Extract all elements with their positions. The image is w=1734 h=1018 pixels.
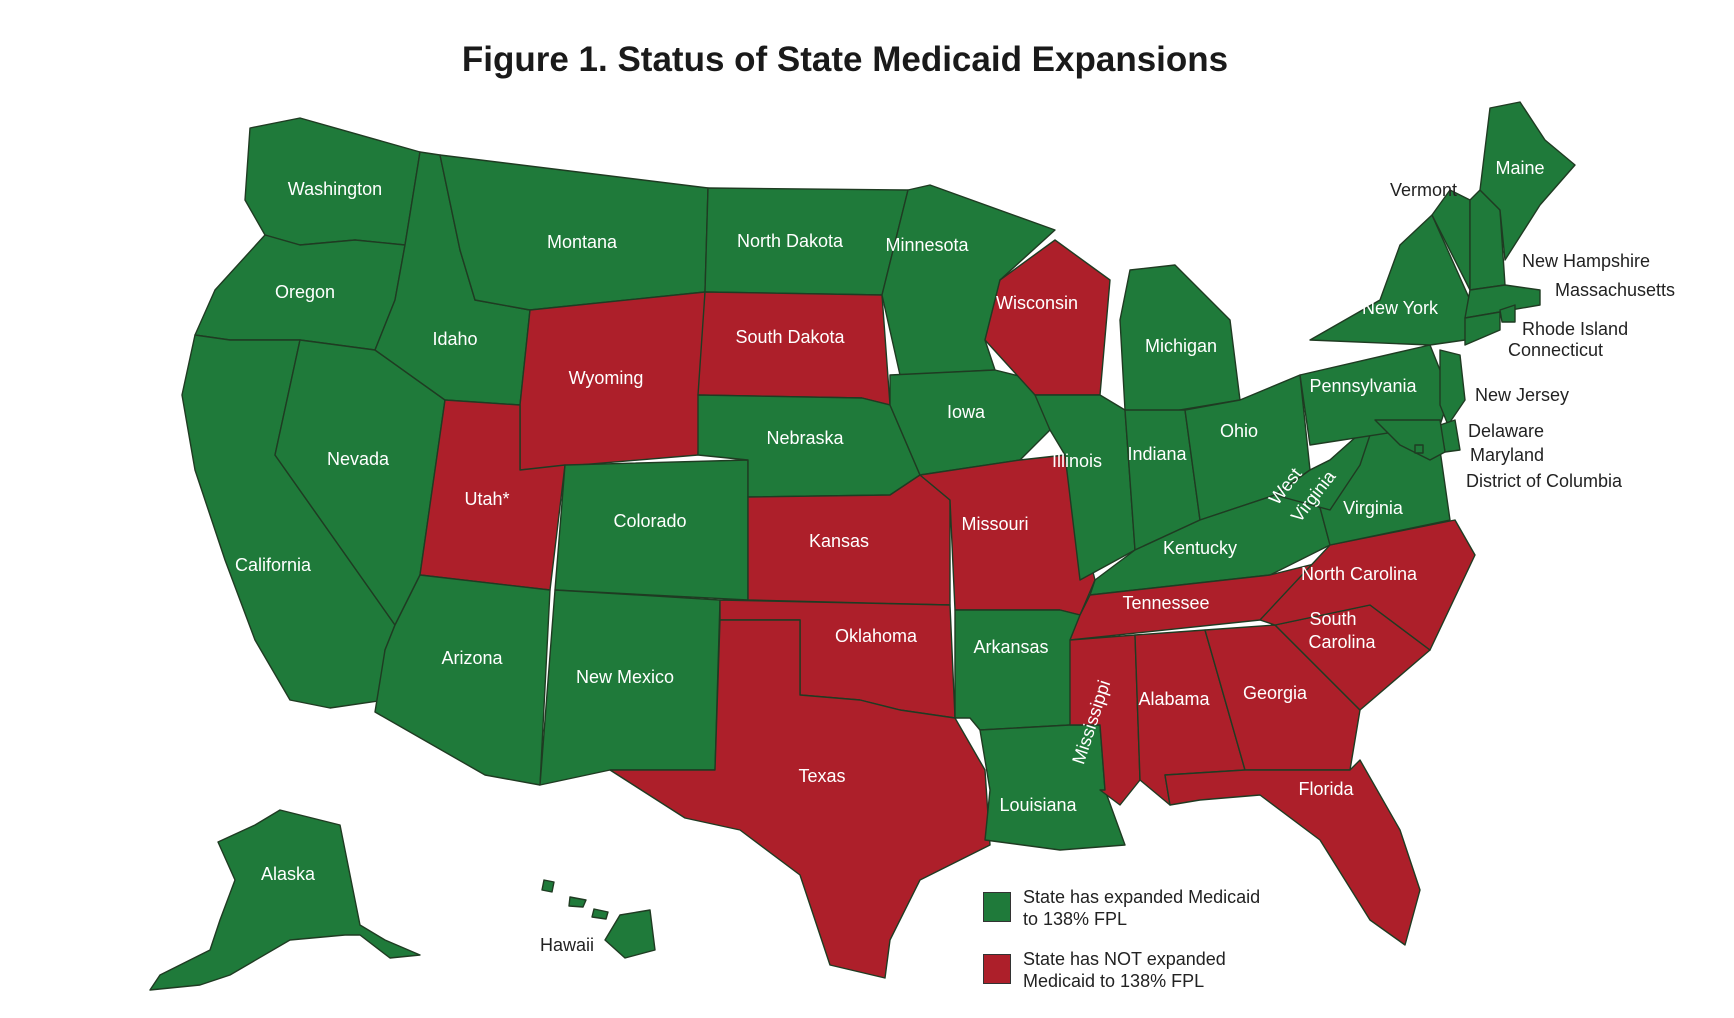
state-label-illinois: Illinois [1052,451,1102,471]
state-maine [1479,101,1576,261]
state-label-south-carolina: South [1309,609,1356,629]
state-label-nebraska: Nebraska [766,428,844,448]
state-label-massachusetts: Massachusetts [1555,280,1675,300]
state-hawaii [541,879,555,893]
state-south-dakota [697,291,891,406]
state-hawaii [568,896,587,908]
state-label-wyoming: Wyoming [569,368,644,388]
state-illinois [1034,394,1136,581]
state-alaska [149,809,421,991]
state-label-oregon: Oregon [275,282,335,302]
state-label-indiana: Indiana [1127,444,1187,464]
state-label-oklahoma: Oklahoma [835,626,918,646]
state-label-texas: Texas [798,766,845,786]
state-label-rhode-island: Rhode Island [1522,319,1628,339]
state-label-wisconsin: Wisconsin [996,293,1078,313]
state-label-iowa: Iowa [947,402,986,422]
state-label-louisiana: Louisiana [999,795,1077,815]
state-label-california: California [235,555,312,575]
state-maryland [1374,419,1446,461]
state-label-maine: Maine [1495,158,1544,178]
state-florida [1164,759,1421,946]
state-label-alabama: Alabama [1138,689,1210,709]
state-label-tennessee: Tennessee [1122,593,1209,613]
state-massachusetts [1464,284,1541,319]
state-label-idaho: Idaho [432,329,477,349]
state-label-georgia: Georgia [1243,683,1308,703]
state-iowa [889,369,1051,476]
state-label-new-hampshire: New Hampshire [1522,251,1650,271]
state-wyoming [519,291,706,471]
state-hawaii [604,909,656,959]
state-label-arkansas: Arkansas [973,637,1048,657]
state-new-hampshire [1469,189,1506,291]
state-label-michigan: Michigan [1145,336,1217,356]
map-title: Figure 1. Status of State Medicaid Expan… [461,40,1229,79]
state-label-south-dakota: South Dakota [735,327,845,347]
state-label-pennsylvania: Pennsylvania [1309,376,1417,396]
state-rhode-island [1499,304,1516,323]
state-label-minnesota: Minnesota [885,235,969,255]
state-label-south-carolina: Carolina [1308,632,1376,652]
legend-swatch-not-expanded [983,954,1011,984]
state-label-north-dakota: North Dakota [737,231,844,251]
legend-item-not-expanded: State has NOT expanded Medicaid to 138% … [983,948,1303,992]
state-label-alaska: Alaska [261,864,316,884]
state-label-hawaii: Hawaii [540,935,594,955]
state-label-nevada: Nevada [327,449,390,469]
state-label-florida: Florida [1298,779,1354,799]
state-label-washington: Washington [288,179,382,199]
legend-swatch-expanded [983,892,1011,922]
state-arkansas [954,609,1081,731]
state-hawaii [591,908,609,920]
state-label-district-of-columbia: District of Columbia [1466,471,1623,491]
legend-text-expanded: State has expanded Medicaid to 138% FPL [1023,887,1261,929]
legend-item-expanded: State has expanded Medicaid to 138% FPL [983,886,1303,930]
state-georgia [1204,624,1361,771]
state-label-new-mexico: New Mexico [576,667,674,687]
state-label-utah: Utah* [464,489,509,509]
state-arizona [374,574,551,786]
state-new-york [1309,214,1471,346]
state-label-ohio: Ohio [1220,421,1258,441]
state-label-virginia: Virginia [1343,498,1404,518]
state-label-kentucky: Kentucky [1163,538,1237,558]
state-label-vermont: Vermont [1390,180,1457,200]
state-label-new-jersey: New Jersey [1475,385,1569,405]
state-label-colorado: Colorado [613,511,686,531]
state-label-kansas: Kansas [809,531,869,551]
state-north-carolina [1259,519,1476,651]
state-missouri [919,454,1096,616]
legend: State has expanded Medicaid to 138% FPL … [983,886,1303,1010]
state-texas [609,619,991,979]
state-new-jersey [1439,349,1466,426]
legend-text-not-expanded: State has NOT expanded Medicaid to 138% … [1023,949,1226,991]
state-label-delaware: Delaware [1468,421,1544,441]
state-label-arizona: Arizona [441,648,503,668]
state-label-missouri: Missouri [961,514,1028,534]
state-label-north-carolina: North Carolina [1301,564,1418,584]
state-label-connecticut: Connecticut [1508,340,1603,360]
state-label-maryland: Maryland [1470,445,1544,465]
state-label-new-york: New York [1362,298,1439,318]
state-new-mexico [539,589,721,786]
state-label-montana: Montana [547,232,618,252]
state-connecticut [1464,311,1501,346]
state-district-of-columbia [1414,444,1424,454]
